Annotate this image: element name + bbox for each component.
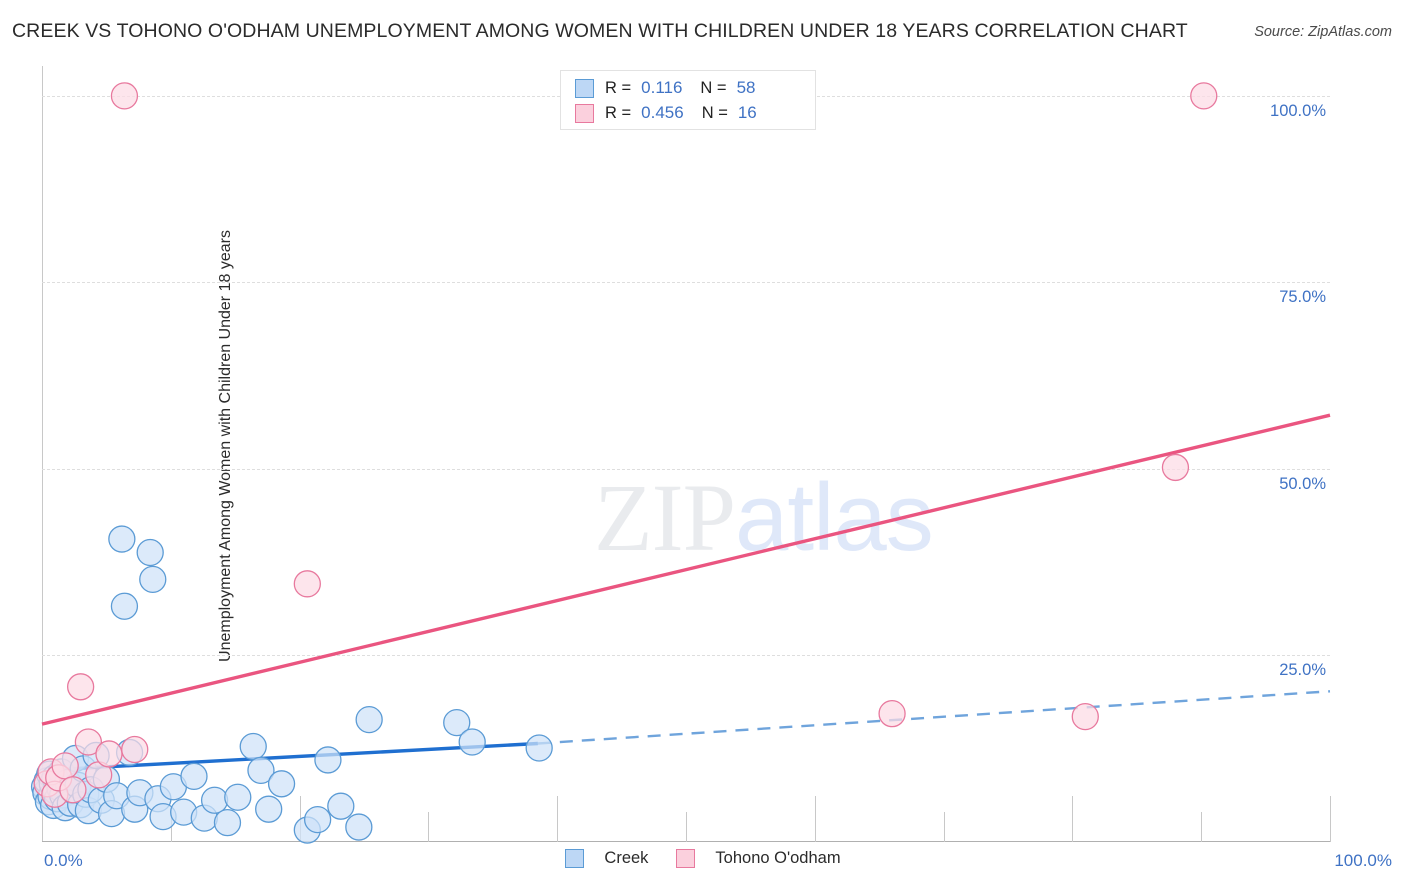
stats-swatch-creek <box>575 78 594 98</box>
legend-swatch-tohono <box>676 849 696 868</box>
stats-n-value-creek: 58 <box>736 78 756 97</box>
data-point-tohono <box>110 82 139 110</box>
series-legend: Creek Tohono O'odham <box>0 849 1406 868</box>
data-point-tohono <box>66 673 95 701</box>
data-point-creek <box>213 808 242 837</box>
x-tick-50 <box>686 812 687 842</box>
data-point-creek <box>303 805 332 834</box>
gridline-75 <box>42 282 1330 284</box>
x-tick-100 <box>1330 796 1331 842</box>
data-point-tohono <box>59 776 87 804</box>
stats-row-creek: R = 0.116 N = 58 <box>575 75 755 101</box>
legend-item-creek[interactable]: Creek <box>565 849 648 868</box>
page-title: CREEK VS TOHONO O'ODHAM UNEMPLOYMENT AMO… <box>12 20 1188 42</box>
y-axis-line <box>42 66 43 842</box>
legend-item-tohono[interactable]: Tohono O'odham <box>676 849 841 868</box>
data-point-creek <box>224 783 252 811</box>
stats-r-key-tohono: R = <box>605 103 632 122</box>
y-axis-label-25: 25.0% <box>1279 661 1326 680</box>
correlation-stats-box: R = 0.116 N = 58 R = 0.456 N = 16 <box>560 70 816 130</box>
gridline-50 <box>42 468 1330 470</box>
trend-line-tohono <box>41 413 1331 726</box>
data-point-creek <box>443 708 471 737</box>
data-point-creek <box>139 565 167 594</box>
stats-r-key-creek: R = <box>605 78 632 97</box>
data-point-tohono <box>1071 702 1099 731</box>
data-point-creek <box>200 786 229 814</box>
source-attribution: Source: ZipAtlas.com <box>1254 24 1392 40</box>
data-point-tohono <box>1190 82 1218 110</box>
data-point-creek <box>110 592 139 620</box>
data-point-creek <box>355 705 383 734</box>
x-tick-40 <box>557 796 559 842</box>
data-point-tohono <box>1161 453 1190 482</box>
stats-n-value-tohono: 16 <box>737 103 757 122</box>
stats-swatch-tohono <box>575 103 594 123</box>
data-point-creek <box>327 792 355 820</box>
stats-r-value-tohono: 0.456 <box>641 103 684 122</box>
y-axis-label-50: 50.0% <box>1279 474 1326 493</box>
stats-n-key-tohono: N = <box>701 103 728 122</box>
data-point-creek <box>345 813 373 841</box>
data-point-creek <box>525 734 553 762</box>
x-tick-60 <box>814 796 816 842</box>
data-point-creek <box>136 538 164 567</box>
gridline-25 <box>42 655 1330 657</box>
data-point-creek <box>239 732 267 761</box>
stats-r-value-creek: 0.116 <box>641 78 683 97</box>
data-point-creek <box>247 756 275 785</box>
data-point-creek <box>267 770 296 798</box>
data-point-creek <box>255 795 283 823</box>
x-tick-80 <box>1072 796 1074 842</box>
y-axis-label-100: 100.0% <box>1270 101 1326 120</box>
stats-row-tohono: R = 0.456 N = 16 <box>575 100 757 126</box>
trend-line-creek-extrapolated <box>537 690 1331 745</box>
stats-n-key-creek: N = <box>700 78 727 97</box>
legend-label-tohono: Tohono O'odham <box>715 849 841 867</box>
legend-swatch-creek <box>565 849 585 868</box>
x-axis-max-label: 100.0% <box>1334 851 1392 870</box>
y-axis-label-75: 75.0% <box>1279 288 1326 307</box>
x-axis-min-label: 0.0% <box>44 851 83 870</box>
data-point-tohono <box>74 728 103 756</box>
data-point-tohono <box>95 740 123 768</box>
data-point-tohono <box>121 735 149 764</box>
data-point-creek <box>180 762 208 790</box>
data-point-tohono <box>51 752 79 780</box>
x-tick-70 <box>943 812 945 842</box>
data-point-creek <box>314 746 342 774</box>
x-tick-90 <box>1201 812 1203 842</box>
data-point-creek <box>458 728 486 756</box>
data-point-tohono <box>878 700 906 728</box>
legend-label-creek: Creek <box>604 849 649 867</box>
data-point-tohono <box>293 570 321 598</box>
plot-area: ZIPatlas 100.0% 75.0% 50.0% 25.0% <box>30 66 1331 844</box>
data-point-creek <box>108 525 136 553</box>
trend-line-creek <box>41 741 538 773</box>
x-tick-30 <box>428 812 430 842</box>
data-layer <box>30 82 1331 844</box>
